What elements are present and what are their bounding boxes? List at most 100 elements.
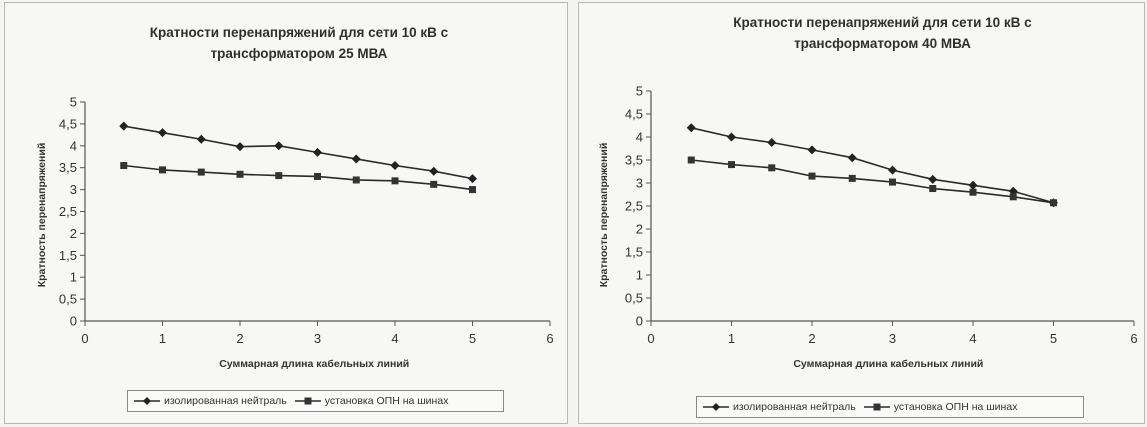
x-tick-label: 5 [469, 331, 476, 346]
chart-panel-right: Кратности перенапряжений для сети 10 кВ … [578, 2, 1145, 424]
y-tick-label: 0 [70, 314, 77, 329]
data-point [1009, 193, 1017, 201]
square-marker-icon [863, 403, 890, 411]
data-point [196, 134, 206, 144]
chart-panel-left: Кратности перенапряжений для сети 10 кВ … [4, 2, 568, 424]
data-point [469, 186, 476, 194]
y-tick-label: 3 [636, 176, 643, 191]
y-tick-label: 2 [636, 222, 643, 237]
diamond-marker-icon [703, 403, 729, 411]
y-tick-label: 1 [636, 268, 643, 283]
data-point [847, 153, 857, 163]
legend-item: изолированная нейтраль [134, 395, 287, 407]
y-tick-label: 5 [70, 95, 77, 110]
data-point [807, 145, 817, 155]
data-point [235, 142, 245, 152]
series-2 [120, 162, 476, 194]
chart-legend: изолированная нейтраль установка ОПН на ш… [127, 390, 504, 412]
square-marker-icon [294, 397, 321, 405]
y-tick-label: 0 [636, 314, 643, 329]
data-point [728, 161, 735, 169]
data-point [119, 121, 129, 131]
data-point [236, 170, 244, 178]
data-point [314, 172, 321, 180]
data-point [929, 185, 937, 193]
data-point [430, 180, 438, 188]
data-point [197, 168, 205, 176]
chart-legend: изолированная нейтраль установка ОПН на ш… [696, 396, 1084, 418]
x-tick-label: 6 [1130, 331, 1137, 346]
y-tick-label: 2 [70, 226, 77, 241]
data-point [468, 174, 477, 184]
y-tick-label: 4 [70, 138, 77, 153]
data-point [808, 172, 816, 180]
x-tick-label: 2 [808, 331, 815, 346]
legend-item: установка ОПН на шинах [863, 401, 1018, 413]
data-point [889, 178, 896, 186]
data-point [767, 138, 777, 148]
data-point [768, 164, 776, 172]
chart-title: Кратности перенапряжений для сети 10 кВ … [149, 25, 449, 61]
y-tick-label: 3 [70, 182, 77, 197]
data-point [390, 161, 400, 171]
y-tick-label: 4,5 [59, 116, 77, 131]
chart-title: Кратности перенапряжений для сети 10 кВ … [733, 15, 1032, 51]
y-tick-label: 3,5 [625, 153, 643, 168]
x-tick-label: 6 [546, 331, 553, 346]
data-point [968, 180, 978, 190]
x-tick-label: 1 [159, 331, 166, 346]
x-tick-label: 4 [969, 331, 976, 346]
data-point [352, 176, 360, 184]
x-tick-label: 0 [647, 331, 654, 346]
data-point [969, 188, 977, 196]
series-2 [687, 156, 1057, 207]
series-line [691, 159, 1054, 204]
legend-label: установка ОПН на шинах [893, 401, 1018, 413]
data-point [429, 166, 439, 176]
data-point [928, 174, 938, 184]
data-point [158, 128, 167, 138]
legend-label: изолированная нейтраль [164, 395, 287, 407]
data-point [391, 177, 399, 185]
legend-label: изолированная нейтраль [733, 401, 856, 413]
x-tick-label: 0 [81, 331, 88, 346]
data-point [274, 141, 284, 151]
x-tick-label: 4 [391, 331, 398, 346]
y-tick-label: 1 [70, 270, 77, 285]
data-point [687, 156, 695, 164]
data-point [159, 166, 166, 174]
y-tick-label: 0,5 [625, 291, 643, 306]
y-tick-label: 2,5 [625, 199, 643, 214]
legend-label: установка ОПН на шинах [324, 395, 449, 407]
y-tick-label: 5 [636, 84, 643, 99]
data-point [686, 123, 696, 133]
data-point [727, 132, 736, 142]
legend-item: установка ОПН на шинах [294, 395, 449, 407]
x-axis-title: Суммарная длина кабельных линий [793, 358, 983, 370]
x-tick-label: 3 [889, 331, 896, 346]
data-point [848, 174, 856, 182]
y-tick-label: 4 [636, 130, 643, 145]
x-tick-label: 2 [236, 331, 243, 346]
x-tick-label: 5 [1050, 331, 1057, 346]
x-axis-title: Суммарная длина кабельных линий [219, 358, 409, 370]
data-point [120, 162, 128, 170]
series-line [123, 164, 473, 191]
data-point [888, 165, 897, 175]
y-tick-label: 2,5 [59, 204, 77, 219]
data-point [1050, 199, 1057, 207]
x-tick-label: 3 [314, 331, 321, 346]
y-tick-label: 1,5 [59, 248, 77, 263]
y-tick-label: 3,5 [59, 160, 77, 175]
series-line [691, 127, 1054, 204]
diamond-marker-icon [134, 397, 160, 405]
x-tick-label: 1 [728, 331, 735, 346]
legend-item: изолированная нейтраль [703, 401, 856, 413]
y-tick-label: 1,5 [625, 245, 643, 260]
y-tick-label: 0,5 [59, 292, 77, 307]
data-point [351, 154, 361, 164]
series-1 [119, 121, 477, 184]
series-line [123, 125, 473, 180]
chart-svg: 0 0,5 1 1,5 2 2,5 3 3,5 4 4,5 5 0 1 2 3 4 5 6 Суммарная дл… [598, 84, 1138, 371]
data-point [275, 172, 283, 180]
